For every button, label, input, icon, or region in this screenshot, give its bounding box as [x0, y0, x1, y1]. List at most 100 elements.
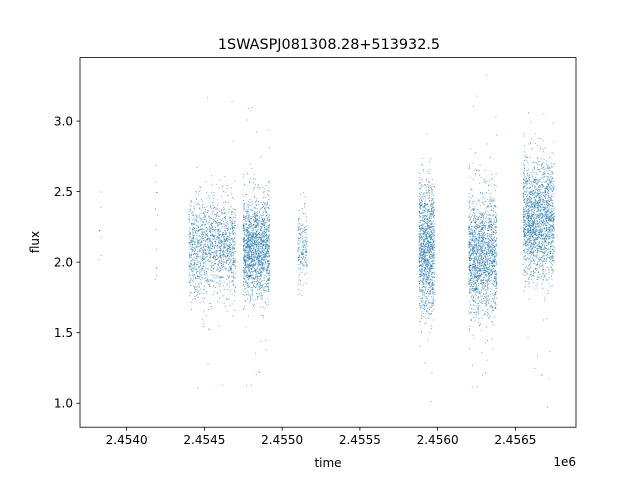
- data-point: [253, 252, 255, 254]
- data-point: [251, 254, 253, 256]
- data-point: [214, 219, 216, 221]
- data-point: [489, 249, 491, 251]
- data-point: [303, 259, 305, 261]
- data-point: [476, 260, 477, 262]
- data-point: [419, 205, 421, 207]
- data-point: [426, 236, 428, 238]
- data-point: [433, 284, 435, 286]
- data-point: [489, 222, 491, 223]
- data-point: [246, 250, 248, 252]
- data-point: [211, 262, 212, 264]
- data-point: [429, 270, 431, 272]
- data-point: [227, 254, 228, 256]
- data-point: [265, 254, 267, 256]
- data-point: [243, 205, 245, 207]
- data-point: [430, 237, 431, 238]
- data-point: [254, 243, 256, 245]
- data-point: [201, 204, 203, 206]
- data-point: [475, 254, 477, 256]
- data-point: [261, 223, 263, 224]
- data-point: [261, 263, 263, 265]
- data-point: [228, 238, 229, 240]
- data-point: [257, 239, 259, 241]
- data-point: [260, 240, 262, 241]
- data-point: [263, 270, 265, 272]
- data-point: [302, 265, 304, 267]
- data-point: [259, 237, 261, 238]
- data-point: [228, 228, 230, 230]
- data-point: [234, 220, 236, 222]
- data-point: [194, 291, 196, 293]
- data-point: [222, 277, 224, 278]
- data-point: [489, 214, 491, 216]
- data-point: [431, 303, 433, 305]
- data-point: [298, 268, 300, 270]
- data-point: [190, 264, 192, 265]
- data-point: [426, 261, 428, 263]
- data-point: [260, 252, 262, 254]
- data-point: [303, 206, 305, 208]
- data-point: [253, 224, 254, 226]
- data-point: [486, 180, 487, 182]
- data-point: [258, 276, 260, 278]
- data-point: [246, 264, 248, 266]
- data-point: [418, 243, 420, 245]
- data-point: [195, 267, 197, 269]
- data-point: [210, 235, 211, 237]
- data-point: [263, 244, 264, 246]
- data-point: [491, 255, 493, 257]
- data-point: [261, 263, 263, 264]
- data-point: [255, 299, 257, 300]
- data-point: [204, 239, 206, 241]
- data-point: [431, 293, 433, 294]
- data-point: [425, 235, 427, 237]
- data-point: [248, 214, 250, 216]
- data-point: [419, 234, 421, 236]
- data-point: [262, 223, 264, 225]
- data-point: [268, 247, 270, 249]
- data-point: [419, 200, 421, 202]
- data-point: [246, 230, 248, 232]
- data-point: [226, 233, 227, 235]
- data-point: [250, 262, 252, 264]
- data-point: [190, 255, 192, 257]
- data-point: [298, 209, 300, 211]
- data-point: [485, 311, 487, 313]
- data-point: [256, 284, 258, 286]
- data-point: [243, 218, 245, 220]
- data-point: [426, 271, 428, 273]
- data-point: [244, 295, 246, 297]
- data-point: [220, 254, 222, 256]
- data-point: [198, 245, 200, 247]
- data-point: [194, 224, 195, 225]
- data-point: [245, 215, 247, 217]
- data-point: [234, 225, 236, 226]
- data-point: [422, 194, 424, 196]
- data-point: [426, 261, 428, 263]
- data-point: [426, 261, 428, 263]
- data-point: [209, 254, 211, 256]
- data-point: [297, 220, 299, 222]
- data-point: [254, 270, 256, 272]
- data-point: [428, 250, 430, 252]
- data-point: [214, 255, 216, 257]
- data-point: [433, 240, 435, 242]
- data-point: [246, 244, 248, 246]
- data-point: [252, 285, 254, 287]
- data-point: [227, 253, 229, 255]
- data-point: [226, 298, 228, 300]
- data-point: [245, 255, 247, 257]
- data-point: [301, 254, 303, 255]
- data-point: [298, 232, 300, 234]
- data-point: [257, 257, 259, 259]
- data-point: [190, 292, 192, 293]
- data-point: [203, 245, 205, 247]
- data-point: [267, 249, 269, 251]
- data-point: [262, 231, 264, 233]
- data-point: [247, 237, 249, 239]
- data-point: [201, 253, 203, 255]
- data-point: [253, 215, 255, 217]
- data-point: [266, 220, 268, 222]
- data-point: [213, 247, 215, 249]
- data-point: [430, 230, 432, 232]
